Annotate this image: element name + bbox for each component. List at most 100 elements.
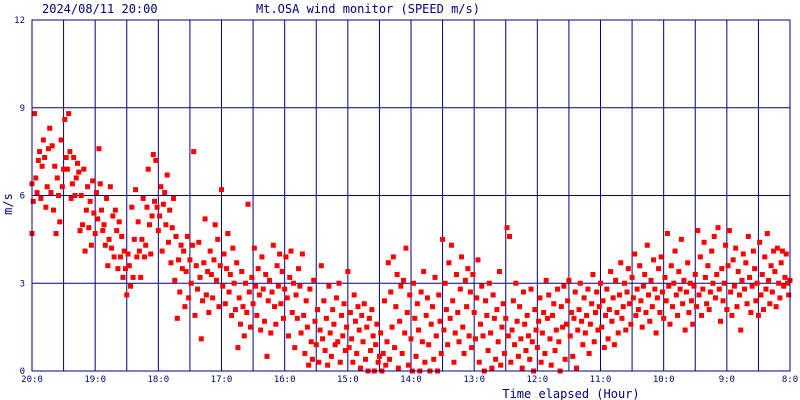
data-point	[275, 283, 281, 289]
data-point	[40, 137, 46, 143]
data-point	[783, 251, 789, 257]
data-point	[633, 312, 639, 318]
data-point	[393, 304, 399, 310]
data-point	[378, 330, 384, 336]
data-point	[558, 304, 564, 310]
data-point	[259, 254, 265, 260]
data-point	[777, 295, 783, 301]
data-point	[460, 324, 466, 330]
data-point	[432, 274, 438, 280]
data-point	[278, 301, 284, 307]
x-tick-label: 14:0	[400, 375, 422, 385]
data-point	[30, 198, 36, 204]
x-tick-label: 15:0	[337, 375, 359, 385]
data-point	[760, 307, 766, 313]
data-point	[456, 339, 462, 345]
data-point	[48, 190, 54, 196]
data-point	[523, 348, 529, 354]
data-point	[413, 353, 419, 359]
data-point	[76, 169, 82, 175]
data-point	[361, 301, 367, 307]
data-point	[120, 274, 126, 280]
data-point	[260, 286, 266, 292]
data-point	[43, 204, 49, 210]
data-point	[673, 292, 679, 298]
data-point	[176, 257, 182, 263]
data-point	[522, 321, 528, 327]
data-point	[270, 242, 276, 248]
data-point	[618, 260, 624, 266]
data-point	[50, 207, 56, 213]
data-point	[119, 233, 125, 239]
data-point	[493, 356, 499, 362]
data-point	[455, 310, 461, 315]
data-point	[369, 307, 375, 313]
data-point	[517, 304, 523, 310]
data-point	[44, 184, 50, 190]
data-point	[608, 269, 614, 275]
data-point	[745, 233, 751, 239]
data-point	[138, 274, 144, 280]
data-point	[576, 307, 582, 313]
data-point	[121, 248, 127, 254]
data-point	[749, 283, 755, 289]
data-point	[504, 225, 510, 231]
data-point	[143, 242, 149, 248]
data-point	[687, 280, 693, 286]
data-point	[566, 277, 572, 283]
data-point	[33, 175, 39, 181]
data-point	[680, 301, 686, 307]
x-tick-label: 19:0	[84, 375, 106, 385]
data-point	[303, 298, 309, 304]
data-point	[658, 254, 664, 260]
data-point	[748, 310, 754, 315]
data-point	[375, 359, 381, 365]
data-point	[769, 289, 775, 295]
data-point	[594, 289, 600, 295]
data-point	[337, 359, 343, 365]
data-point	[697, 254, 703, 260]
data-point	[544, 315, 550, 321]
data-point	[628, 321, 634, 327]
data-point	[308, 339, 314, 345]
data-point	[59, 184, 65, 190]
data-point	[451, 359, 457, 365]
data-point	[715, 225, 721, 231]
data-point	[287, 274, 293, 280]
data-point	[53, 231, 59, 237]
data-point	[490, 292, 496, 298]
data-point	[402, 330, 408, 336]
data-point	[159, 248, 165, 254]
data-point	[389, 324, 395, 330]
data-point	[649, 304, 655, 310]
data-point	[736, 292, 742, 298]
data-point	[263, 271, 269, 277]
data-point	[786, 292, 792, 298]
x-tick-label: 17:0	[211, 375, 233, 385]
data-point	[407, 292, 413, 298]
data-point	[483, 298, 489, 304]
data-point	[265, 298, 271, 304]
data-point	[269, 289, 275, 295]
data-point	[96, 146, 102, 152]
data-point	[471, 310, 477, 315]
data-point	[82, 248, 88, 254]
data-point	[133, 187, 139, 193]
data-point	[34, 190, 40, 196]
data-point	[571, 315, 577, 321]
x-tick-label: 13:0	[463, 375, 485, 385]
data-point	[234, 260, 240, 266]
data-point	[318, 263, 324, 269]
data-point	[80, 222, 86, 228]
data-point	[336, 280, 342, 286]
data-point	[452, 330, 458, 336]
data-point	[32, 111, 38, 117]
data-point	[157, 213, 163, 219]
data-point	[586, 350, 592, 356]
data-point	[235, 345, 241, 351]
data-point	[73, 175, 79, 181]
data-point	[656, 266, 662, 272]
data-point	[398, 283, 404, 289]
data-point	[442, 280, 448, 286]
